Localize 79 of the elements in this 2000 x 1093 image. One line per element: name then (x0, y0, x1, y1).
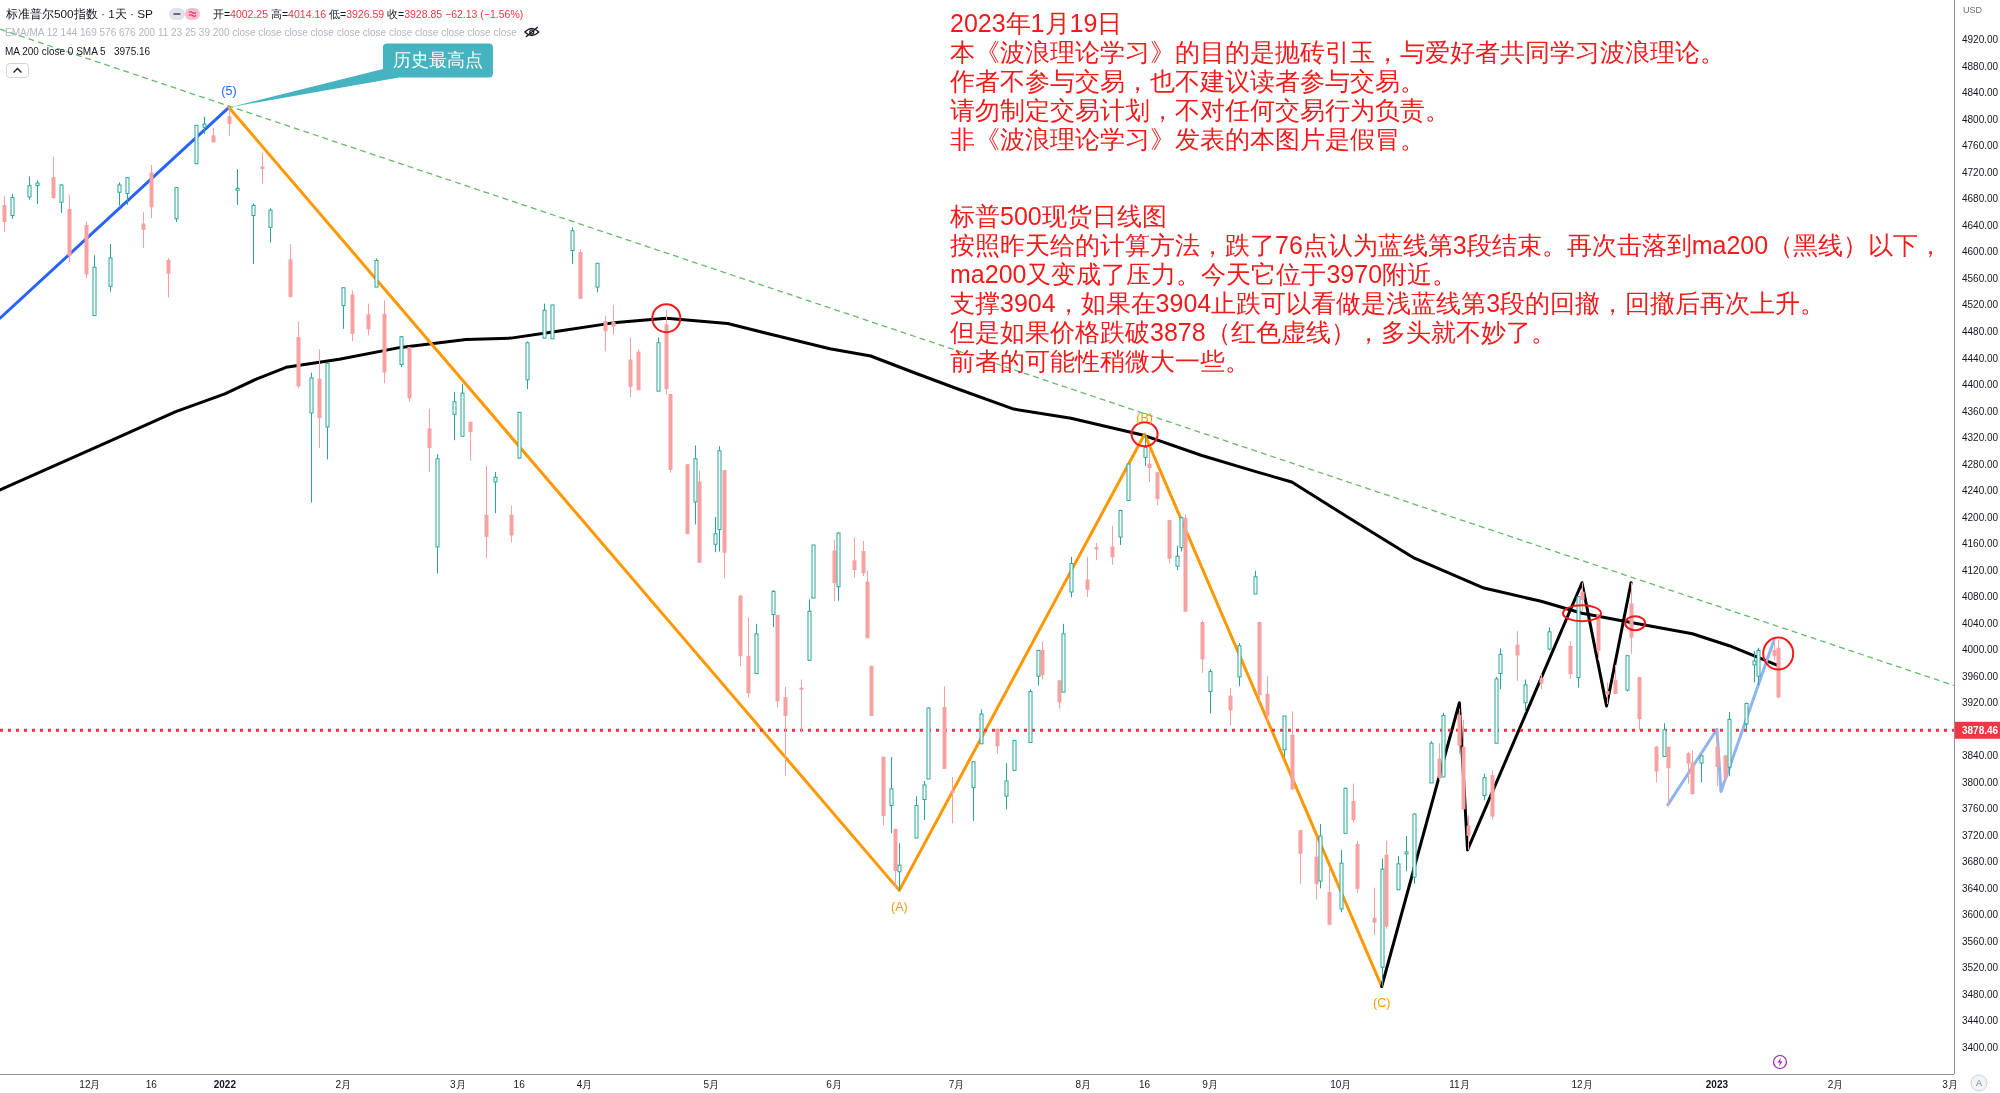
subtitle: 开=4002.25 高=4014.16 低=3926.59 收=3928.85 −62.13 (−1.56%) (212, 8, 524, 20)
annotation: (5) (221, 84, 237, 99)
annotation: (C) (1373, 996, 1391, 1011)
y-tick-label: 3760.00 (1962, 803, 1999, 815)
y-tick-label: 4040.00 (1962, 617, 1999, 629)
y-tick-label: 4760.00 (1962, 140, 1999, 152)
x-tick-label: 4月 (576, 1078, 593, 1090)
x-tick-label: 16 (1139, 1078, 1151, 1090)
y-tick-label: 4200.00 (1962, 511, 1999, 523)
y-tick-label: 4800.00 (1962, 113, 1999, 125)
annotation: 请勿制定交易计划，不对任何交易行为负责。 (950, 96, 1450, 124)
y-tick-label: 3680.00 (1962, 856, 1999, 868)
x-tick-label: 16 (513, 1078, 525, 1090)
annotation: 但是如果价格跌破3878（红色虚线），多头就不妙了。 (950, 318, 1556, 346)
y-tick-label: 4640.00 (1962, 219, 1999, 231)
annotation: 非《波浪理论学习》发表的本图片是假冒。 (950, 125, 1425, 153)
x-tick-label: 11月 (1449, 1078, 1470, 1090)
y-tick-label: 4240.00 (1962, 485, 1999, 497)
y-tick-label: 3840.00 (1962, 750, 1999, 762)
annotation: 支撑3904，如果在3904止跌可以看做是浅蓝线第3段的回撤，回撤后再次上升。 (950, 289, 1826, 317)
annotation: (A) (891, 900, 908, 915)
x-tick-label: 10月 (1330, 1078, 1352, 1090)
annotation: 按照昨天给的计算方法，跌了76点认为蓝线第3段结束。再次击落到ma200（黑线）以下， (950, 231, 1944, 259)
y-tick-label: 4480.00 (1962, 326, 1999, 337)
x-tick-label: 3月 (450, 1078, 466, 1090)
y-tick-label: 4400.00 (1962, 379, 1999, 390)
y-tick-label: 3440.00 (1962, 1015, 1999, 1027)
annotation: 本《波浪理论学习》的目的是抛砖引玉，与爱好者共同学习波浪理论。 (950, 38, 1725, 66)
y-tick-label: 4120.00 (1962, 564, 1999, 576)
y-tick-label: 4520.00 (1962, 299, 1999, 311)
y-tick-label: 4320.00 (1962, 432, 1999, 444)
x-tick-label: 8月 (1075, 1078, 1092, 1090)
axis-label: USD (1963, 5, 1982, 15)
x-tick-label: 2022 (213, 1078, 236, 1090)
y-tick-label: 4720.00 (1962, 166, 1999, 178)
y-tick-label: 3920.00 (1962, 697, 1999, 709)
y-tick-label: 4080.00 (1962, 591, 1999, 603)
y-tick-label: 3960.00 (1962, 670, 1999, 682)
x-tick-label: 12月 (1571, 1078, 1593, 1090)
y-tick-label: 4560.00 (1962, 272, 1999, 284)
annotation: 历史最高点 (392, 50, 483, 71)
y-tick-label: 4600.00 (1962, 246, 1999, 258)
y-tick-label: 4920.00 (1962, 34, 1999, 46)
y-tick-label: 4280.00 (1962, 458, 1999, 470)
y-tick-label: 4160.00 (1962, 538, 1999, 550)
y-tick-label: 4000.00 (1962, 644, 1999, 656)
y-tick-label: 4440.00 (1962, 352, 1999, 364)
title: 标准普尔500指数 · 1天 · SP (6, 7, 153, 21)
y-tick-label: 4880.00 (1962, 60, 1999, 72)
y-tick-label: 3560.00 (1962, 935, 1999, 947)
y-tick-label: 4360.00 (1962, 405, 1999, 417)
y-tick-label: 3400.00 (1962, 1042, 1999, 1053)
x-tick-label: 5月 (703, 1078, 720, 1090)
y-tick-label: 3520.00 (1962, 962, 1999, 974)
y-tick-label: 3720.00 (1962, 829, 1999, 841)
x-tick-label: 3月 (1942, 1078, 1958, 1090)
annotation: A (1976, 1078, 1982, 1088)
annotation: 前者的可能性稍微大一些。 (950, 347, 1250, 375)
y-tick-label: 3480.00 (1962, 988, 1999, 1000)
x-tick-label: 16 (145, 1078, 157, 1090)
x-tick-label: 7月 (948, 1078, 965, 1090)
x-tick-label: 2月 (1827, 1078, 1844, 1090)
x-tick-label: 9月 (1202, 1078, 1218, 1090)
y-tick-label: 4840.00 (1962, 87, 1999, 99)
y-tick-label: 3800.00 (1962, 776, 1999, 788)
ref-line-label: 3878.46 (1962, 724, 1999, 736)
y-tick-label: 3600.00 (1962, 909, 1999, 921)
annotation: ma200又变成了压力。今天它位于3970附近。 (950, 260, 1458, 288)
annotation: 2023年1月19日 (950, 9, 1123, 37)
y-tick-label: 3640.00 (1962, 882, 1999, 894)
x-tick-label: 2023 (1705, 1078, 1729, 1090)
x-tick-label: 12月 (79, 1078, 101, 1090)
y-tick-label: 4680.00 (1962, 193, 1999, 205)
x-tick-label: 6月 (826, 1078, 842, 1090)
annotation: (B) (1136, 411, 1153, 426)
annotation: 作者不参与交易，也不建议读者参与交易。 (950, 67, 1425, 95)
annotation: 标普500现货日线图 (950, 202, 1167, 230)
x-tick-label: 2月 (335, 1078, 352, 1090)
annotation: MA 200 close 0 SMA 5 3975.16 (5, 46, 151, 57)
